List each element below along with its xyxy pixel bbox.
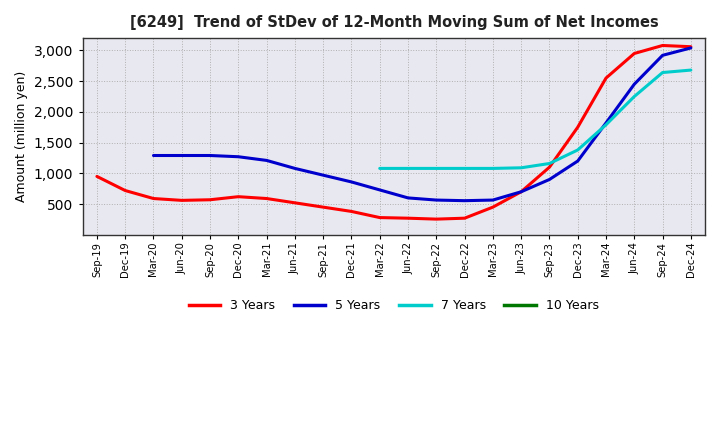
Legend: 3 Years, 5 Years, 7 Years, 10 Years: 3 Years, 5 Years, 7 Years, 10 Years — [184, 294, 603, 317]
Y-axis label: Amount (million yen): Amount (million yen) — [15, 71, 28, 202]
Title: [6249]  Trend of StDev of 12-Month Moving Sum of Net Incomes: [6249] Trend of StDev of 12-Month Moving… — [130, 15, 658, 30]
